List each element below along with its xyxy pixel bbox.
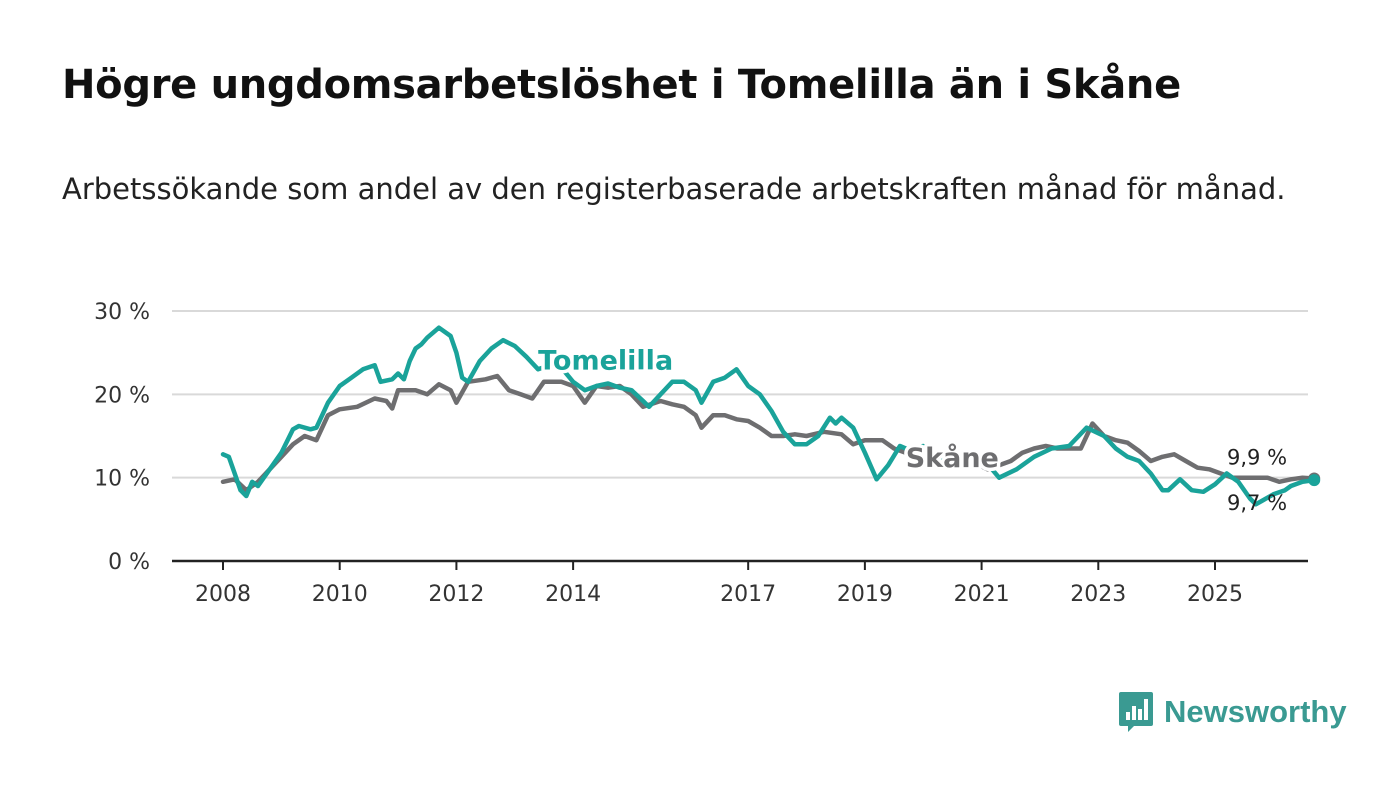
newsworthy-logo[interactable]: Newsworthy [1118,690,1347,734]
brand-name: Newsworthy [1164,694,1347,729]
x-tick-label: 2010 [312,582,368,607]
series-label-skane: Skåne [906,442,999,474]
x-tick-label: 2025 [1187,582,1243,607]
x-tick-label: 2008 [195,582,251,607]
y-tick-label: 30 % [94,300,150,325]
bar-chart-icon [1119,692,1153,732]
x-axis: 2008 2010 2012 2014 2017 2019 2021 2023 2025 [172,559,1308,607]
y-tick-label: 0 % [108,550,150,575]
series-line-tomelilla [220,325,1317,507]
end-value-label-tomelilla: 9,7 % [1227,491,1287,515]
series-label-tomelilla: Tomelilla [538,345,673,376]
end-value-label-skane: 9,9 % [1227,446,1287,470]
end-point-marker [1308,474,1321,487]
y-axis-ticks: 0 % 10 % 20 % 30 % [94,300,150,575]
x-tick-label: 2014 [545,582,601,607]
series-labels: Tomelilla Skåne 9,9 % 9,7 % [535,342,1287,515]
x-tick-label: 2012 [428,582,484,607]
y-tick-label: 20 % [94,383,150,408]
chart-title: Högre ungdomsarbetslöshet i Tomelilla än… [62,62,1181,108]
x-tick-label: 2023 [1070,582,1126,607]
chart-subtitle: Arbetssökande som andel av den registerb… [62,172,1286,206]
gridlines [172,310,1308,479]
series-line-skane [220,373,1317,493]
x-tick-label: 2019 [837,582,893,607]
y-tick-label: 10 % [94,467,150,492]
x-tick-label: 2021 [954,582,1010,607]
series-lines [220,325,1321,507]
x-tick-label: 2017 [720,582,776,607]
